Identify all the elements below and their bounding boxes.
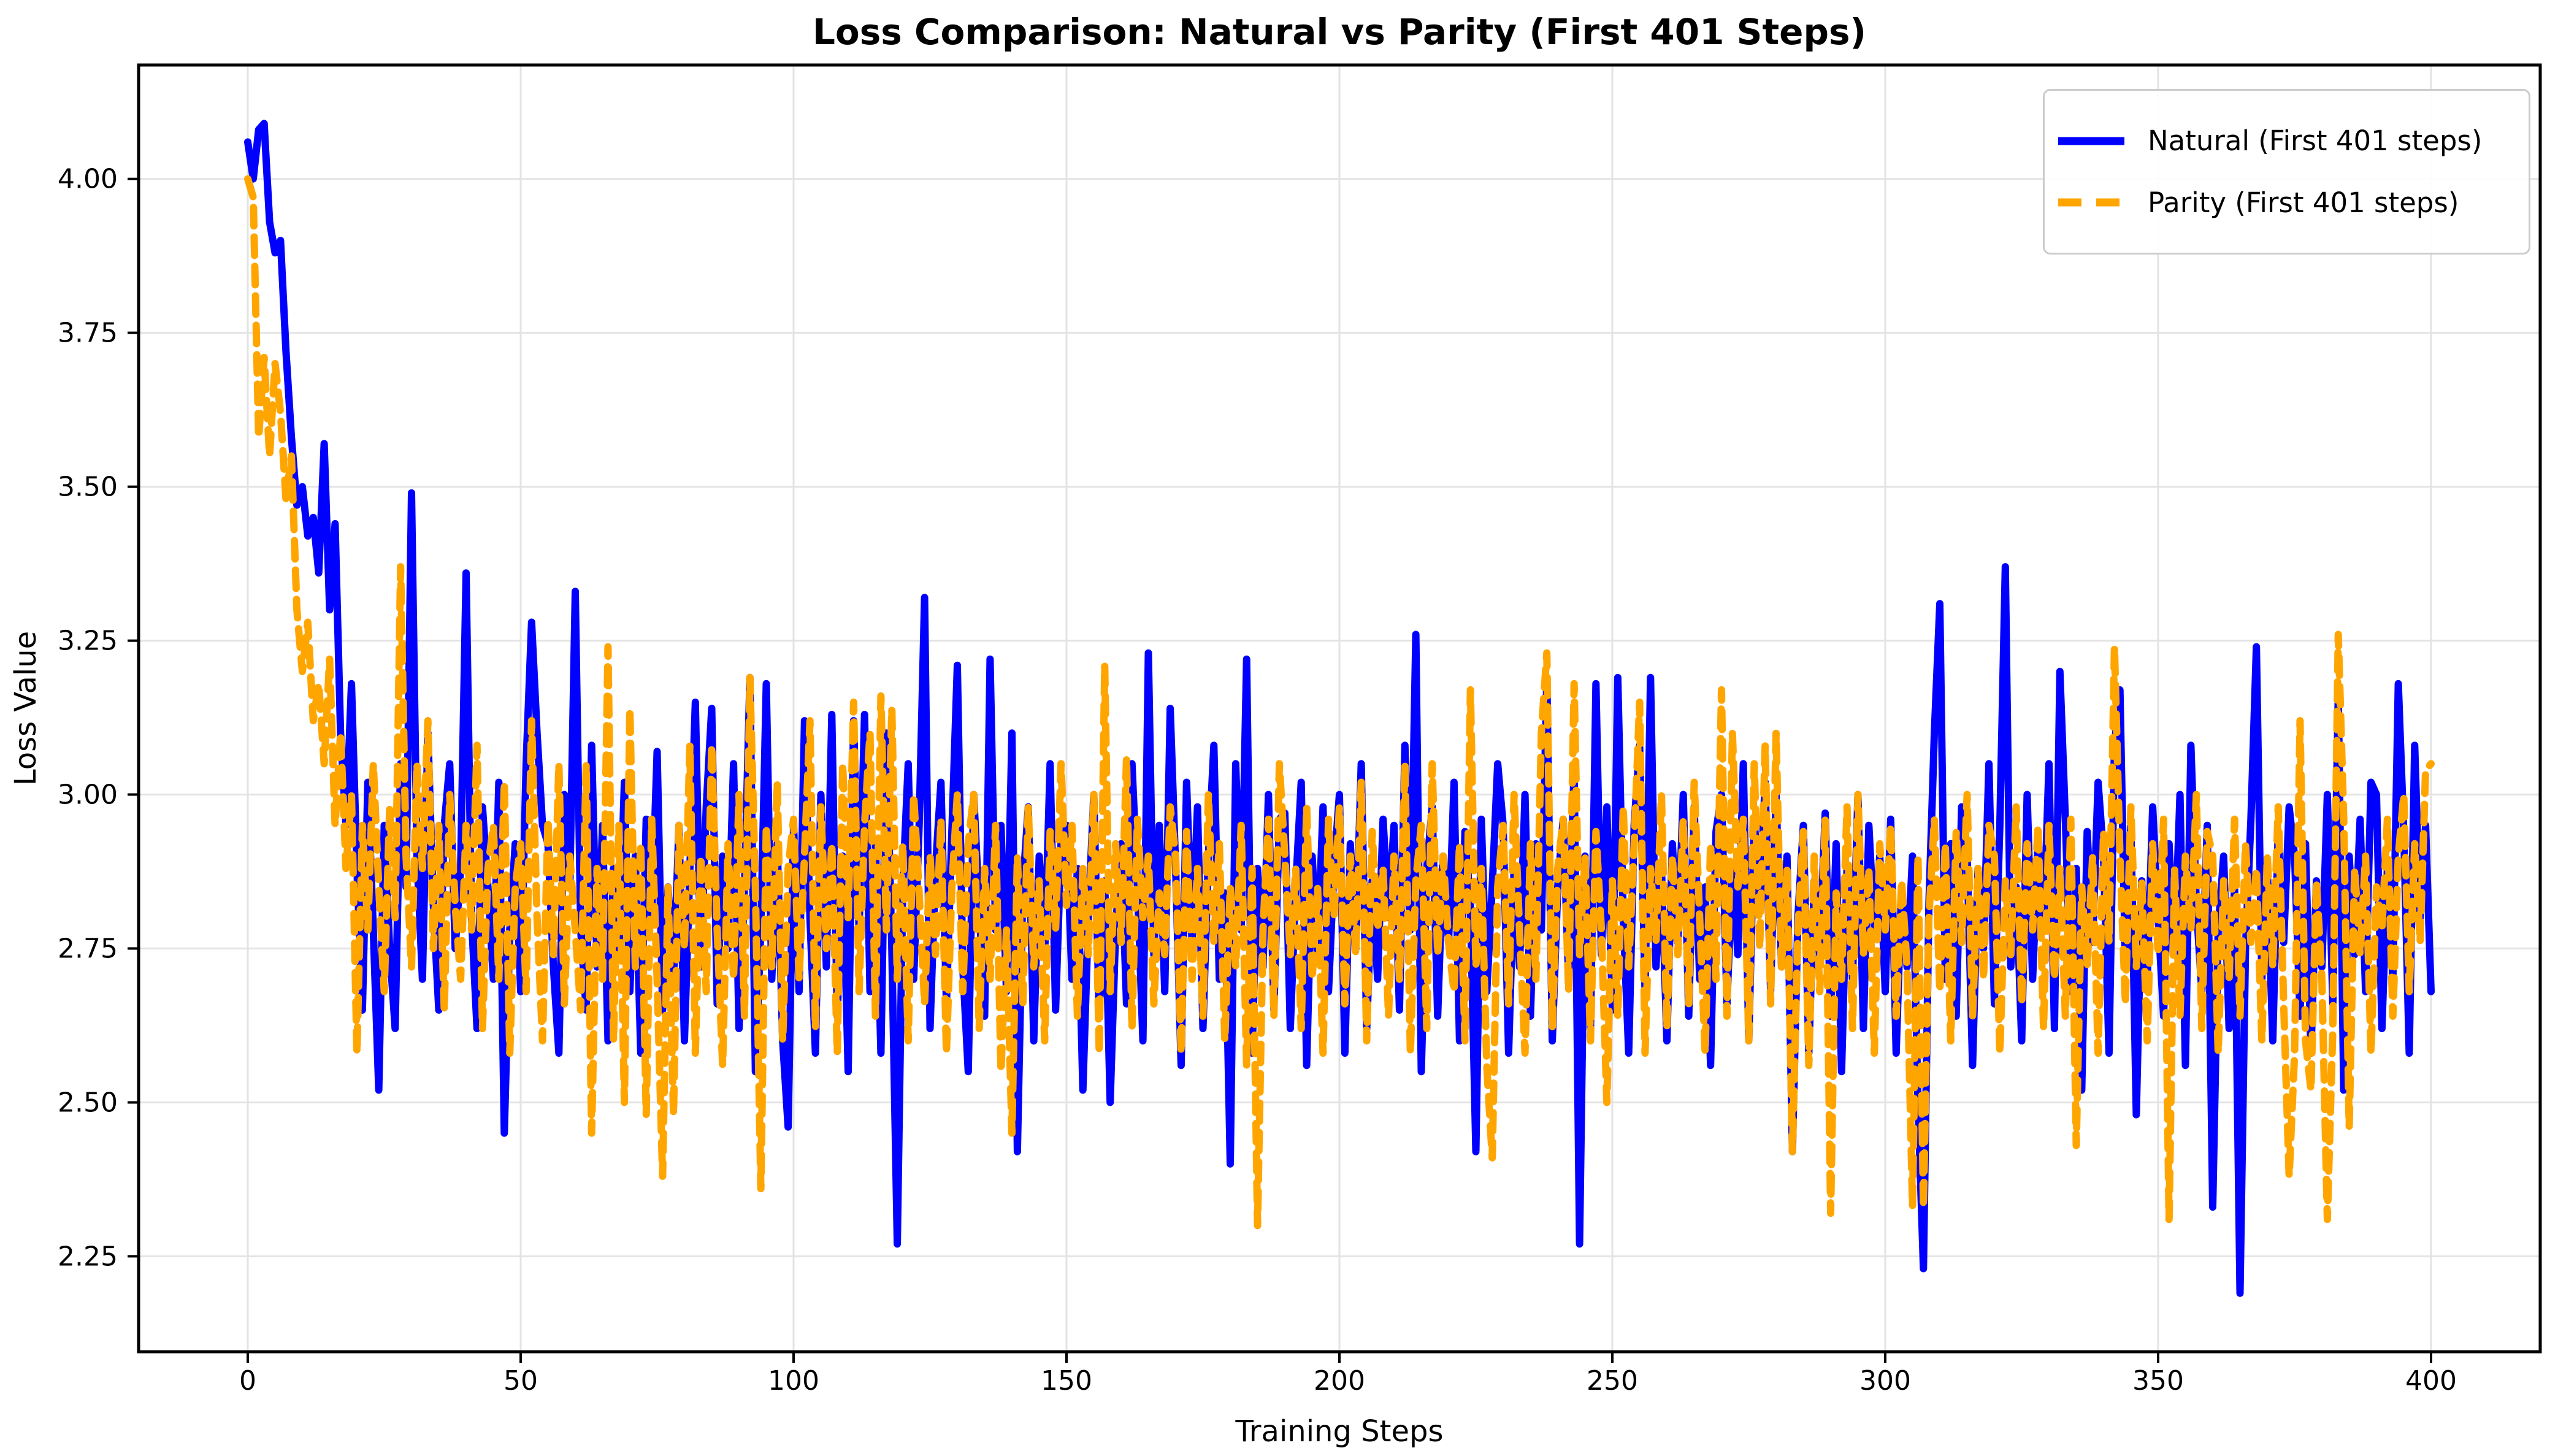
svg-text:3.50: 3.50 [58, 472, 118, 503]
svg-text:350: 350 [2132, 1365, 2184, 1397]
y-axis-label: Loss Value [9, 630, 43, 786]
svg-text:150: 150 [1041, 1365, 1092, 1397]
svg-text:50: 50 [504, 1365, 538, 1397]
svg-text:100: 100 [768, 1365, 819, 1397]
series-line-parity [244, 175, 2435, 1230]
x-axis-label: Training Steps [1235, 1414, 1444, 1449]
legend-entry-natural: Natural (First 401 steps) [2057, 125, 2516, 157]
svg-text:3.75: 3.75 [58, 318, 118, 349]
svg-text:250: 250 [1587, 1365, 1638, 1397]
svg-text:400: 400 [2405, 1365, 2457, 1397]
svg-text:3.25: 3.25 [58, 626, 118, 657]
svg-text:0: 0 [239, 1365, 256, 1397]
svg-text:300: 300 [1859, 1365, 1911, 1397]
legend-entry-parity: Parity (First 401 steps) [2057, 186, 2516, 219]
chart-title: Loss Comparison: Natural vs Parity (Firs… [812, 11, 1867, 53]
legend-label-natural: Natural (First 401 steps) [2148, 125, 2483, 158]
legend-line-natural-icon [2058, 137, 2124, 145]
svg-text:200: 200 [1314, 1365, 1365, 1397]
legend: Natural (First 401 steps) Parity (First … [2043, 89, 2530, 255]
svg-text:4.00: 4.00 [58, 164, 118, 195]
legend-line-parity-icon [2058, 198, 2124, 207]
legend-label-parity: Parity (First 401 steps) [2148, 186, 2459, 219]
y-axis-ticks: 2.25 2.50 2.75 3.00 3.25 3.50 3.75 4.00 [58, 164, 139, 1272]
svg-text:2.75: 2.75 [58, 933, 118, 964]
svg-text:2.25: 2.25 [58, 1241, 118, 1272]
svg-text:3.00: 3.00 [58, 780, 118, 811]
grid-lines [139, 65, 2540, 1352]
svg-text:2.50: 2.50 [58, 1087, 118, 1118]
x-axis-ticks: 0 50 100 150 200 250 300 350 400 [239, 1352, 2457, 1397]
